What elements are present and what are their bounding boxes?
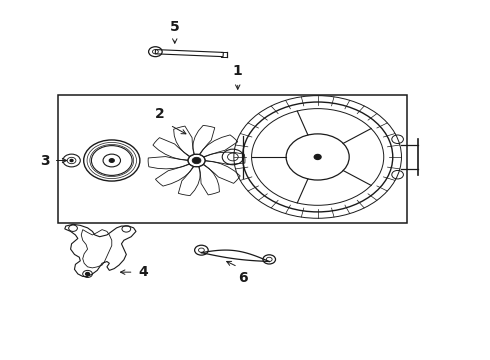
- Bar: [58, 95, 407, 222]
- Circle shape: [109, 159, 114, 162]
- Circle shape: [192, 157, 201, 164]
- Text: 1: 1: [233, 64, 243, 78]
- Text: 4: 4: [138, 265, 148, 279]
- Text: 5: 5: [170, 19, 180, 33]
- Text: 3: 3: [40, 153, 50, 167]
- Circle shape: [70, 159, 73, 162]
- Circle shape: [314, 154, 321, 159]
- Text: 2: 2: [155, 107, 165, 121]
- Circle shape: [86, 273, 90, 275]
- Text: 6: 6: [238, 271, 247, 285]
